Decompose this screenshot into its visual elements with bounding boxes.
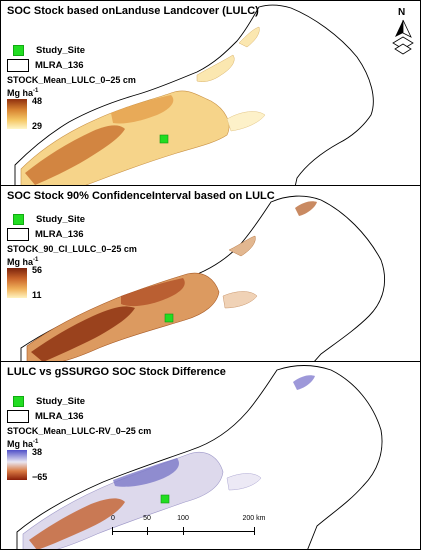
ramp-high-value: 48 xyxy=(32,96,43,106)
north-label: N xyxy=(398,7,406,18)
soc-scatter xyxy=(226,111,266,132)
diff-scatter xyxy=(226,473,262,491)
map-canvas xyxy=(16,365,383,549)
panel-title: SOC Stock based onLanduse Landcover (LUL… xyxy=(7,5,259,17)
study-site-swatch xyxy=(13,45,24,56)
study-site-marker xyxy=(160,494,170,504)
study-site-label: Study_Site xyxy=(36,214,86,225)
legend-mlra: MLRA_136 xyxy=(7,58,136,73)
mlra-swatch xyxy=(7,228,29,241)
panel-title: SOC Stock 90% ConfidenceInterval based o… xyxy=(7,190,275,202)
ramp-low-value: 11 xyxy=(32,290,42,300)
map-canvas xyxy=(20,195,386,361)
mlra-label: MLRA_136 xyxy=(35,411,84,422)
legend-unit: Mg ha-1 xyxy=(7,439,151,449)
ci-mid-zone xyxy=(121,278,185,307)
scale-tick-label: 200 km xyxy=(242,515,266,522)
color-ramp-bar xyxy=(7,268,27,298)
mlra-label: MLRA_136 xyxy=(35,60,84,71)
ci-scatter xyxy=(295,201,317,216)
legend-field-name: STOCK_Mean_LULC-RV_0–25 cm xyxy=(7,426,152,436)
scale-tick-label: 100 xyxy=(177,515,189,522)
color-ramp-bar xyxy=(7,99,27,129)
unit-base: Mg ha xyxy=(7,88,33,98)
legend-color-ramp: 48 29 xyxy=(7,96,136,131)
scale-tick xyxy=(183,527,184,535)
legend-unit: Mg ha-1 xyxy=(7,88,136,98)
ramp-low-value: −65 xyxy=(32,472,48,482)
soc-scatter xyxy=(196,54,235,82)
diff-scatter xyxy=(293,375,315,390)
legend-study-site: Study_Site xyxy=(7,212,137,227)
unit-exponent: -1 xyxy=(33,439,39,445)
map-legend: Study_Site MLRA_136 STOCK_Mean_LULC_0–25… xyxy=(7,43,136,131)
study-site-marker xyxy=(164,313,174,323)
unit-base: Mg ha xyxy=(7,257,33,267)
scale-tick-label: 0 xyxy=(111,515,115,522)
study-site-swatch xyxy=(13,214,24,225)
north-arrow-icon: N xyxy=(389,7,417,59)
ci-scatter xyxy=(228,235,256,257)
panel-title: LULC vs gSSURGO SOC Stock Difference xyxy=(7,366,226,378)
legend-field-name: STOCK_90_CI_LULC_0–25 cm xyxy=(7,244,137,254)
soc-mid-zone xyxy=(111,95,174,124)
diff-negative-zone xyxy=(29,498,125,549)
map-canvas xyxy=(14,4,374,185)
legend-color-ramp: 56 11 xyxy=(7,265,137,300)
soc-scatter xyxy=(238,26,260,48)
legend-study-site: Study_Site xyxy=(7,394,151,409)
study-site-label: Study_Site xyxy=(36,45,86,56)
map-panel-confidence-interval: SOC Stock 90% ConfidenceInterval based o… xyxy=(0,185,421,362)
legend-mlra: MLRA_136 xyxy=(7,409,151,424)
scale-tick xyxy=(112,527,113,535)
unit-exponent: -1 xyxy=(33,88,39,94)
legend-unit: Mg ha-1 xyxy=(7,257,137,267)
ramp-low-value: 29 xyxy=(32,121,43,131)
mlra-label: MLRA_136 xyxy=(35,229,84,240)
legend-study-site: Study_Site xyxy=(7,43,136,58)
soc-high-zone xyxy=(25,125,125,185)
ci-scatter xyxy=(222,291,258,309)
map-panel-lulc: SOC Stock based onLanduse Landcover (LUL… xyxy=(0,0,421,186)
unit-exponent: -1 xyxy=(33,257,39,263)
ramp-high-value: 56 xyxy=(32,265,43,275)
map-legend: Study_Site MLRA_136 STOCK_Mean_LULC-RV_0… xyxy=(7,394,152,482)
study-site-label: Study_Site xyxy=(36,396,86,407)
study-site-swatch xyxy=(13,396,24,407)
scale-tick xyxy=(254,527,255,535)
map-legend: Study_Site MLRA_136 STOCK_90_CI_LULC_0–2… xyxy=(7,212,137,300)
scale-bar: 0 50 100 200 km xyxy=(111,515,265,541)
ci-high-zone xyxy=(31,306,135,361)
scale-tick-label: 50 xyxy=(143,515,151,522)
mlra-swatch xyxy=(7,59,29,72)
legend-color-ramp: 38 −65 xyxy=(7,447,151,482)
legend-mlra: MLRA_136 xyxy=(7,227,137,242)
ramp-high-value: 38 xyxy=(32,447,43,457)
north-arrow-graphic xyxy=(392,19,414,55)
color-ramp-bar xyxy=(7,450,27,480)
legend-field-name: STOCK_Mean_LULC_0–25 cm xyxy=(7,75,136,85)
study-site-marker xyxy=(159,134,169,144)
unit-base: Mg ha xyxy=(7,439,33,449)
mlra-swatch xyxy=(7,410,29,423)
scale-tick xyxy=(147,527,148,535)
diff-positive-zone xyxy=(113,458,179,487)
